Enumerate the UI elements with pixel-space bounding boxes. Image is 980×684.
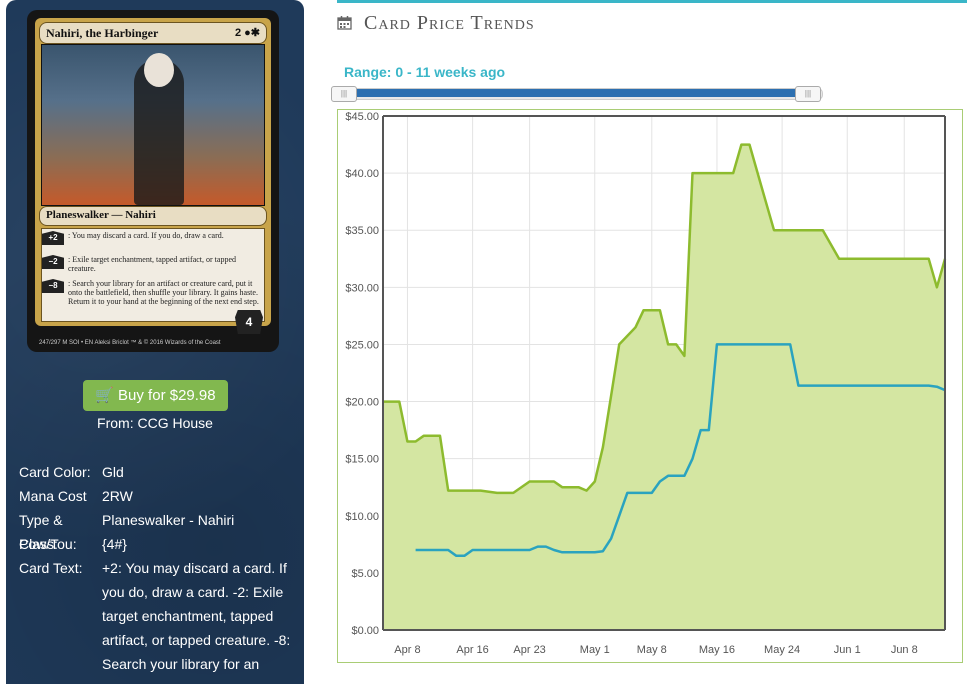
- range-slider[interactable]: ||| |||: [331, 86, 823, 102]
- detail-key: Card Text:: [19, 560, 83, 576]
- y-tick-label: $20.00: [345, 397, 379, 409]
- loyalty-cost-1: +2: [42, 231, 64, 245]
- card-type-bar: Planeswalker — Nahiri: [39, 206, 267, 226]
- x-tick-label: May 8: [637, 644, 667, 656]
- ability-text-1: : You may discard a card. If you do, dra…: [68, 231, 224, 240]
- seller-label: From: CCG House: [97, 415, 213, 431]
- ability-text-3: : Search your library for an artifact or…: [68, 279, 259, 306]
- price-area-fill: [383, 144, 945, 630]
- y-tick-label: $0.00: [351, 625, 379, 637]
- loyalty-cost-2: −2: [42, 255, 64, 269]
- card-mana-symbols: 2 ●✱: [234, 27, 260, 39]
- detail-key: Type & Class:: [19, 512, 63, 552]
- y-tick-label: $5.00: [351, 568, 379, 580]
- page-title: Card Price Trends: [364, 12, 535, 34]
- range-label: Range: 0 - 11 weeks ago: [344, 64, 506, 80]
- detail-value: Planeswalker - Nahiri: [102, 512, 235, 528]
- y-tick-label: $10.00: [345, 511, 379, 523]
- card-details: Card Color: Gld Mana Cost 2RW Type & Class…: [19, 460, 299, 676]
- card-type-line: Planeswalker — Nahiri: [46, 209, 156, 221]
- x-tick-label: Jun 1: [834, 644, 861, 656]
- detail-value: 2RW: [102, 488, 133, 504]
- card-art-head: [144, 53, 174, 87]
- card-loyalty: 4: [235, 310, 263, 334]
- detail-value: {4#}: [102, 536, 127, 552]
- detail-value: Gld: [102, 464, 124, 480]
- loyalty-cost-3: −8: [42, 279, 64, 293]
- detail-row-type: Type & Class: Planeswalker - Nahiri: [19, 508, 299, 552]
- y-tick-label: $30.00: [345, 282, 379, 294]
- price-area-line: [383, 143, 947, 495]
- card-footer: 247/297 M SOI • EN Aleksi Briclot ™ & © …: [39, 340, 221, 346]
- x-tick-label: Jun 8: [891, 644, 918, 656]
- shopping-cart-icon: 🛒: [95, 387, 115, 404]
- ability-text-2: : Exile target enchantment, tapped artif…: [68, 255, 237, 273]
- x-tick-label: May 24: [764, 644, 800, 656]
- card-art: [41, 44, 265, 206]
- price-line: [415, 343, 946, 558]
- y-tick-label: $15.00: [345, 454, 379, 466]
- detail-value: +2: You may discard a card. If you do, d…: [102, 560, 291, 672]
- slider-handle-left[interactable]: |||: [331, 86, 357, 102]
- x-tick-label: Apr 16: [456, 644, 488, 656]
- calendar-icon: [337, 16, 352, 30]
- y-tick-label: $40.00: [345, 168, 379, 180]
- detail-row-mana-cost: Mana Cost 2RW: [19, 484, 299, 508]
- y-tick-label: $25.00: [345, 339, 379, 351]
- card-text-box: +2 : You may discard a card. If you do, …: [41, 228, 265, 322]
- detail-key: Mana Cost: [19, 488, 87, 504]
- detail-row-card-text: Card Text: +2: You may discard a card. If…: [19, 556, 299, 676]
- price-trend-chart: $0.00 $5.00 $10.00 $15.00 $20.00 $25.00 $30.00…: [345, 111, 947, 656]
- slider-handle-right[interactable]: |||: [795, 86, 821, 102]
- x-tick-label: May 16: [699, 644, 735, 656]
- detail-row-pow-tou: Pow/Tou: {4#}: [19, 532, 299, 556]
- x-tick-label: Apr 8: [394, 644, 420, 656]
- card-name: Nahiri, the Harbinger: [46, 26, 159, 40]
- y-tick-label: $45.00: [345, 111, 379, 123]
- slider-range-fill: [343, 89, 809, 97]
- detail-key: Pow/Tou:: [19, 536, 77, 552]
- x-tick-label: Apr 23: [513, 644, 545, 656]
- price-chart-container: $0.00 $5.00 $10.00 $15.00 $20.00 $25.00 $30.00…: [337, 109, 963, 663]
- detail-key: Card Color:: [19, 464, 91, 480]
- buy-button-label: Buy for $29.98: [118, 387, 216, 404]
- buy-button[interactable]: 🛒 Buy for $29.98: [83, 380, 228, 411]
- detail-row-color: Card Color: Gld: [19, 460, 299, 484]
- card-name-bar: Nahiri, the Harbinger 2 ●✱: [39, 22, 267, 44]
- card-image: Nahiri, the Harbinger 2 ●✱ Planeswalker …: [27, 10, 279, 352]
- y-tick-label: $35.00: [345, 225, 379, 237]
- x-tick-label: May 1: [580, 644, 610, 656]
- header-accent-line: [337, 0, 967, 3]
